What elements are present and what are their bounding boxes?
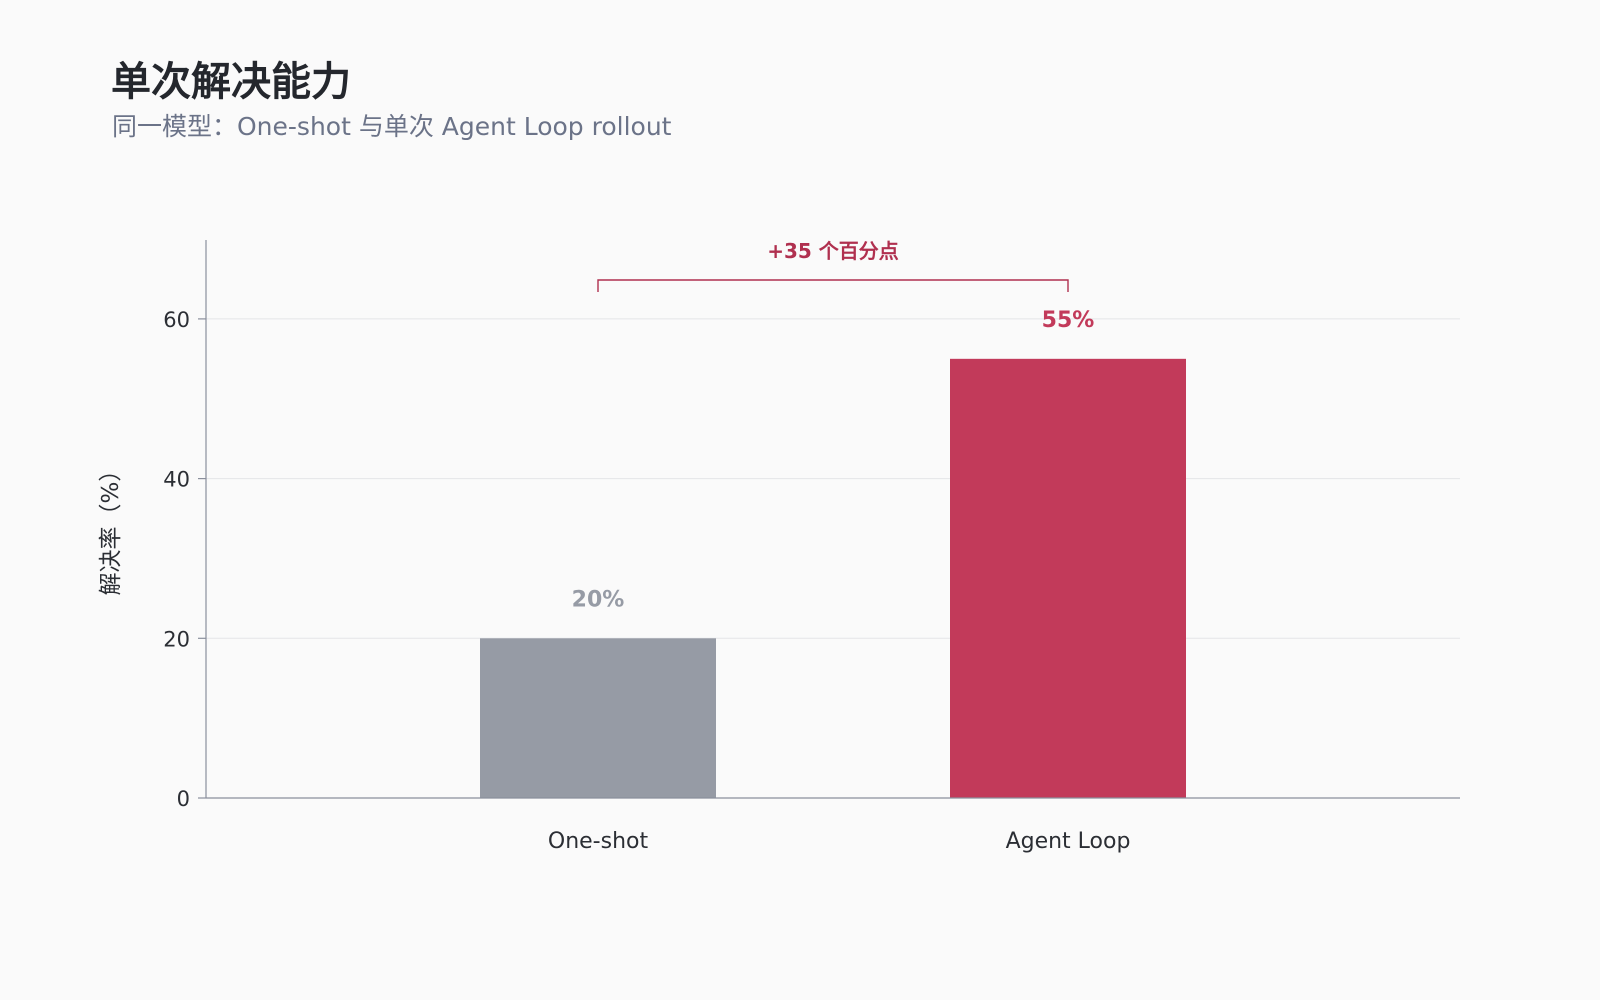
y-tick-label: 40 xyxy=(163,468,190,492)
data-labels: 20% 55% xyxy=(572,308,1095,612)
bar-one-shot xyxy=(480,638,716,798)
x-tick-labels: One-shot Agent Loop xyxy=(548,829,1131,854)
chart-subtitle: 同一模型：One-shot 与单次 Agent Loop rollout xyxy=(112,112,672,141)
grid-lines xyxy=(206,318,1460,639)
chart-title: 单次解决能力 xyxy=(111,59,351,105)
annotation-bracket xyxy=(597,279,1069,292)
annotation-label: +35 个百分点 xyxy=(767,239,899,263)
x-tick-label: Agent Loop xyxy=(1006,829,1131,854)
bar-value-label: 55% xyxy=(1042,308,1095,333)
y-ticks: 0 20 40 60 xyxy=(163,308,206,811)
y-tick-label: 0 xyxy=(177,787,190,811)
x-tick-label: One-shot xyxy=(548,829,649,854)
y-axis-label: 解决率（%） xyxy=(98,459,124,596)
bars xyxy=(480,358,1186,798)
bar-agent-loop xyxy=(950,358,1186,798)
y-tick-label: 60 xyxy=(163,308,190,332)
axes xyxy=(205,240,1460,799)
difference-annotation: +35 个百分点 xyxy=(597,239,1069,292)
y-tick-label: 20 xyxy=(163,627,190,651)
bar-value-label: 20% xyxy=(572,587,625,612)
